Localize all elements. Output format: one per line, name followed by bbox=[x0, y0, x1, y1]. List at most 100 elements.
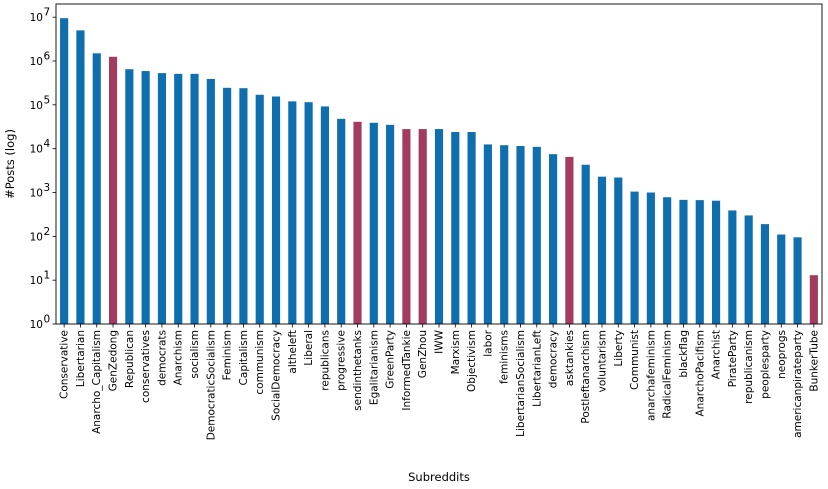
bar-peoplesparty bbox=[760, 224, 770, 324]
bar-Conservative bbox=[60, 18, 69, 324]
x-tick-label: republicans bbox=[319, 330, 331, 391]
x-tick-label: democracy bbox=[548, 330, 560, 388]
bar-progressive bbox=[337, 118, 346, 324]
x-tick-label: Anarchism bbox=[173, 330, 185, 385]
x-tick-label: voluntarism bbox=[596, 330, 608, 392]
y-tick-exponent: 6 bbox=[44, 51, 51, 63]
x-tick-label: GenZhou bbox=[417, 330, 429, 378]
x-tick-label: Marxism bbox=[450, 330, 462, 374]
y-tick-exponent: 7 bbox=[44, 7, 51, 19]
x-tick-label: GreenParty bbox=[385, 330, 397, 389]
x-tick-label: BunkerTube bbox=[808, 330, 820, 392]
bar-Anarcho_Capitalism bbox=[92, 53, 101, 325]
x-axis-label: Subreddits bbox=[408, 470, 470, 484]
x-tick-label: communism bbox=[254, 330, 266, 395]
bar-sendinthetanks bbox=[353, 121, 362, 324]
x-tick-label: feminisms bbox=[499, 330, 511, 384]
y-tick-exponent: 4 bbox=[44, 138, 51, 150]
bar-labor bbox=[483, 144, 492, 324]
x-tick-label: blackflag bbox=[678, 330, 690, 378]
bar-socialism bbox=[190, 73, 199, 324]
y-tick-exponent: 5 bbox=[44, 94, 51, 106]
bar-Anarchism bbox=[174, 73, 183, 324]
y-tick-exponent: 2 bbox=[44, 226, 51, 238]
bar-AnarchoPacifism bbox=[695, 200, 704, 324]
x-tick-label: Egalitarianism bbox=[368, 330, 380, 405]
bar-Capitalism bbox=[239, 88, 248, 324]
x-ticks-group: Conservative Libertarian Anarcho_Capitalis… bbox=[59, 324, 820, 440]
x-tick-label: labor bbox=[482, 329, 494, 356]
bar-IWW bbox=[434, 129, 444, 324]
y-tick-label: 10 bbox=[30, 231, 43, 243]
bar-DemocraticSocialism bbox=[206, 78, 215, 324]
bar-neoprogs bbox=[777, 234, 786, 324]
bar-Egalitarianism bbox=[369, 122, 378, 324]
bar-Objectivism bbox=[467, 132, 476, 324]
bar-Liberal bbox=[304, 102, 313, 324]
y-tick-label: 10 bbox=[30, 319, 43, 331]
x-tick-label: conservatives bbox=[140, 330, 152, 403]
x-tick-label: RadicalFeminism bbox=[662, 330, 674, 419]
bar-blackflag bbox=[679, 199, 688, 324]
y-tick-label: 10 bbox=[30, 275, 43, 287]
x-tick-label: Republican bbox=[124, 330, 136, 388]
y-tick-exponent: 0 bbox=[44, 314, 51, 326]
x-tick-label: DemocraticSocialism bbox=[205, 330, 217, 440]
x-tick-label: InformedTankie bbox=[401, 330, 413, 411]
bar-GenZedong bbox=[108, 56, 118, 324]
bar-communism bbox=[255, 94, 264, 324]
x-tick-label: americanpirateparty bbox=[792, 330, 804, 438]
bar-voluntarism bbox=[597, 176, 607, 324]
y-tick-label: 10 bbox=[30, 100, 43, 112]
x-tick-label: republicanism bbox=[743, 330, 755, 404]
bar-conservatives bbox=[141, 71, 150, 324]
bar-republicans bbox=[320, 106, 329, 324]
bar-RadicalFeminism bbox=[663, 197, 672, 324]
y-tick-label: 10 bbox=[30, 188, 43, 200]
bar-Libertarian bbox=[76, 30, 85, 324]
x-tick-label: progressive bbox=[336, 330, 348, 391]
x-tick-label: SocialDemocracy bbox=[271, 330, 283, 421]
y-tick-label: 10 bbox=[30, 12, 43, 24]
x-tick-label: Feminism bbox=[222, 330, 234, 380]
bar-Feminism bbox=[223, 87, 232, 324]
x-tick-label: socialism bbox=[189, 330, 201, 379]
bar-LibertarianLeft bbox=[532, 146, 541, 324]
bar-PirateParty bbox=[728, 210, 737, 324]
y-tick-label: 10 bbox=[30, 144, 43, 156]
x-tick-label: AnarchoPacifism bbox=[694, 330, 706, 417]
bar-anarchafeminism bbox=[646, 192, 655, 324]
x-tick-label: Communist bbox=[629, 330, 641, 390]
bar-BunkerTube bbox=[809, 275, 818, 324]
x-tick-label: Conservative bbox=[59, 330, 71, 399]
bar-Republican bbox=[125, 69, 134, 324]
x-tick-label: LibertarianLeft bbox=[531, 330, 543, 407]
bar-feminisms bbox=[500, 145, 509, 324]
x-tick-label: Libertarian bbox=[75, 330, 87, 387]
y-tick-label: 10 bbox=[30, 56, 43, 68]
x-tick-label: altheleft bbox=[287, 330, 299, 374]
bar-altheleft bbox=[288, 101, 297, 324]
x-tick-label: democrats bbox=[156, 330, 168, 386]
bar-GreenParty bbox=[386, 124, 395, 324]
x-tick-label: Capitalism bbox=[238, 330, 250, 385]
bar-Anarchist bbox=[711, 200, 721, 324]
bar-Postleftanarchism bbox=[581, 164, 590, 324]
bar-republicanism bbox=[744, 215, 753, 324]
x-tick-label: Postleftanarchism bbox=[580, 330, 592, 424]
x-tick-label: Objectivism bbox=[466, 330, 478, 392]
y-tick-exponent: 1 bbox=[44, 270, 51, 282]
x-tick-label: Liberty bbox=[613, 330, 625, 367]
y-tick-exponent: 3 bbox=[44, 182, 51, 194]
x-tick-label: PirateParty bbox=[727, 330, 739, 387]
bar-democrats bbox=[157, 73, 167, 324]
bar-americanpirateparty bbox=[793, 237, 802, 324]
bar-democracy bbox=[549, 154, 558, 324]
x-tick-label: sendinthetanks bbox=[352, 330, 364, 411]
x-tick-label: LibertarianSocialism bbox=[515, 330, 527, 437]
x-tick-label: IWW bbox=[434, 329, 446, 353]
bar-GenZhou bbox=[418, 129, 427, 324]
bars-group bbox=[60, 18, 818, 325]
